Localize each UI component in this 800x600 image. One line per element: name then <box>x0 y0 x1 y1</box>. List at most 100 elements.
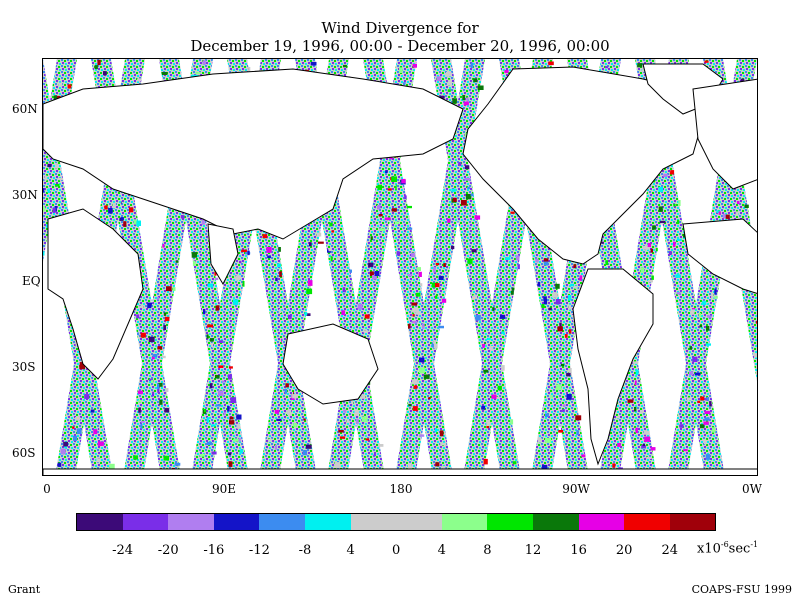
swath-speckle <box>158 382 163 387</box>
swath-speckle <box>438 275 444 280</box>
swath-speckle <box>221 380 225 383</box>
swath-speckle <box>361 394 366 399</box>
swath-speckle <box>647 243 651 247</box>
south-america <box>572 268 654 466</box>
swath-speckle <box>411 252 415 257</box>
swath-speckle <box>418 367 425 374</box>
swath-speckle <box>491 394 497 399</box>
swath-speckle <box>447 218 451 223</box>
lon-label-0w: 0W <box>742 482 762 496</box>
swath-speckle <box>399 67 403 73</box>
swath-speckle <box>229 416 234 420</box>
swath-speckle <box>172 287 176 291</box>
swath-speckle <box>557 326 563 332</box>
swath-speckle <box>412 379 418 385</box>
swath-speckle <box>576 430 579 436</box>
swath-speckle <box>462 95 466 101</box>
swath-speckle <box>147 302 154 309</box>
lat-label-eq: EQ <box>22 274 41 288</box>
swath-speckle <box>676 238 682 241</box>
swath-speckle <box>75 417 81 421</box>
swath-speckle <box>140 423 143 429</box>
swath-speckle <box>151 357 155 360</box>
swath-speckle <box>361 416 368 422</box>
swath-speckle <box>76 428 82 435</box>
swath-speckle <box>754 353 757 358</box>
swath-speckle <box>73 435 78 441</box>
swath-speckle <box>712 427 716 433</box>
swath-speckle <box>555 299 562 305</box>
swath-speckle <box>541 304 545 308</box>
swath-speckle <box>466 97 469 103</box>
swath-speckle <box>303 418 306 421</box>
swath-speckle <box>317 241 324 244</box>
swath-speckle <box>202 60 206 65</box>
swath-speckle <box>139 305 144 309</box>
swath-speckle <box>201 219 205 225</box>
swath-speckle <box>268 438 273 442</box>
swath-speckle <box>504 70 509 74</box>
swath-speckle <box>501 331 505 334</box>
swath-speckle <box>652 225 656 230</box>
swath-speckle <box>418 271 422 277</box>
swath-speckle <box>499 365 505 371</box>
swath-speckle <box>464 133 467 137</box>
africa <box>47 208 144 380</box>
swath-speckle <box>214 271 217 276</box>
colorbar-tick-label: -24 <box>112 543 134 558</box>
swath-speckle <box>351 399 354 404</box>
swath-speckle <box>686 397 693 401</box>
swath-speckle <box>510 419 514 425</box>
swath-speckle <box>497 385 502 391</box>
swath-speckle <box>384 217 391 221</box>
swath-speckle <box>471 249 477 253</box>
swath-speckle <box>486 420 490 426</box>
swath-speckle <box>55 183 60 187</box>
swath-speckle <box>473 78 478 83</box>
swath-speckle <box>568 329 572 334</box>
swath-speckle <box>697 400 701 403</box>
swath-speckle <box>474 215 481 220</box>
swath-speckle <box>704 411 711 414</box>
swath-speckle <box>705 343 711 346</box>
swath-speckle <box>274 444 277 450</box>
swath-speckle <box>293 423 297 428</box>
swath-speckle <box>438 325 444 329</box>
swath-speckle <box>112 202 116 209</box>
swath-speckle <box>412 307 419 313</box>
swath-speckle <box>137 78 142 82</box>
swath-speckle <box>219 340 223 343</box>
swath-speckle <box>725 214 730 219</box>
swath-speckle <box>341 310 345 315</box>
swath-speckle <box>328 248 332 252</box>
swath-speckle <box>482 344 488 348</box>
colorbar-swatch <box>259 514 305 530</box>
swath-speckle <box>230 397 237 403</box>
swath-speckle <box>419 434 425 437</box>
swath-speckle <box>422 323 425 329</box>
swath-speckle <box>678 200 681 206</box>
swath-speckle <box>379 228 385 232</box>
swath-speckle <box>560 363 565 367</box>
swath-speckle <box>458 162 462 166</box>
swath-speckle <box>84 394 90 399</box>
colorbar-swatch <box>77 514 123 530</box>
swath-speckle <box>545 438 552 443</box>
swath-speckle <box>465 165 470 170</box>
swath-speckle <box>180 215 185 219</box>
swath-speckle <box>52 207 56 213</box>
europe-east <box>692 78 757 190</box>
swath-speckle <box>209 338 216 342</box>
swath-speckle <box>439 95 445 99</box>
swath-speckle <box>483 369 489 373</box>
swath-speckle <box>655 247 658 252</box>
swath-speckle <box>475 315 481 321</box>
swath-speckle <box>716 210 721 213</box>
swath-speckle <box>688 371 694 376</box>
swath-speckle <box>373 454 376 457</box>
swath-speckle <box>97 59 101 66</box>
colorbar-swatch <box>578 514 625 530</box>
swath-speckle <box>673 241 676 247</box>
swath-speckle <box>431 282 437 288</box>
swath-speckle <box>709 401 712 407</box>
